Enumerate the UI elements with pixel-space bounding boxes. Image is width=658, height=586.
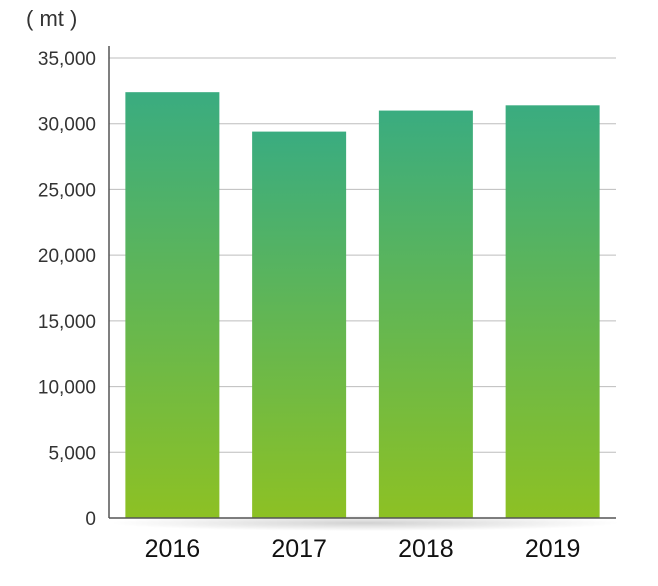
bars [125, 92, 600, 519]
baseline-shadow [110, 515, 620, 531]
y-tick-label: 20,000 [38, 246, 96, 267]
bar-2018 [378, 110, 473, 519]
x-tick-label-2018: 2018 [398, 535, 454, 563]
x-tick-label-2019: 2019 [525, 535, 581, 563]
y-tick-label: 5,000 [48, 443, 96, 464]
y-axis-unit-label: ( mt ) [26, 6, 77, 31]
y-tick-label: 15,000 [38, 312, 96, 333]
x-axis-tick-labels: 2016 2017 2018 2019 [145, 535, 581, 563]
bar-2017 [252, 131, 347, 518]
bar-2019 [505, 105, 600, 519]
y-tick-label: 25,000 [38, 180, 96, 201]
x-tick-label-2017: 2017 [271, 535, 327, 563]
bar-2016 [125, 92, 220, 519]
y-tick-label: 0 [85, 509, 96, 530]
y-tick-label: 10,000 [38, 378, 96, 399]
y-tick-label: 35,000 [38, 49, 96, 70]
y-tick-label: 30,000 [38, 115, 96, 136]
y-axis-tick-labels: 0 5,000 10,000 15,000 20,000 25,000 30,000 35,0… [38, 49, 96, 530]
x-tick-label-2016: 2016 [145, 535, 201, 563]
